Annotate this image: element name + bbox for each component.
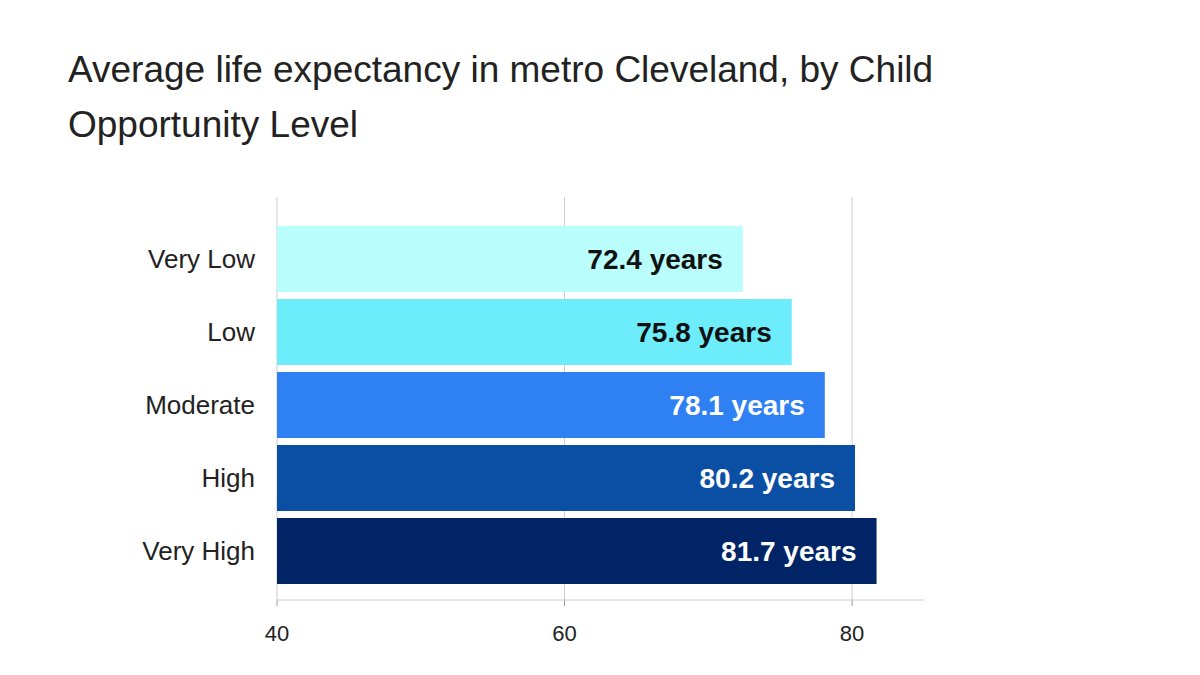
data-label: 75.8 years (636, 317, 771, 348)
category-label: Low (207, 317, 255, 347)
data-label: 80.2 years (700, 463, 835, 494)
category-label: Very High (142, 536, 255, 566)
tick-mark (852, 600, 853, 606)
bar (277, 372, 825, 438)
x-axis (277, 600, 924, 601)
labels: Very Low 72.4 years Low 75.8 years Moderate 7… (142, 244, 856, 567)
tick-mark (277, 600, 278, 606)
tick-label: 80 (840, 621, 864, 646)
tick-label: 60 (552, 621, 576, 646)
category-label: Very Low (148, 244, 255, 274)
chart: 40 60 80 Very Low 72.4 years Low 75.8 years Mod… (0, 0, 1200, 675)
tick-label: 40 (265, 621, 289, 646)
category-label: High (202, 463, 255, 493)
title: Average life expectancy in metro Clevela… (68, 42, 968, 152)
data-label: 72.4 years (587, 244, 722, 275)
bar (277, 518, 877, 584)
category-label: Moderate (145, 390, 255, 420)
bars (277, 226, 877, 584)
tick-mark (564, 600, 565, 606)
data-label: 78.1 years (669, 390, 804, 421)
bar (277, 299, 792, 365)
data-label: 81.7 years (721, 536, 856, 567)
bar (277, 445, 855, 511)
bar (277, 226, 743, 292)
